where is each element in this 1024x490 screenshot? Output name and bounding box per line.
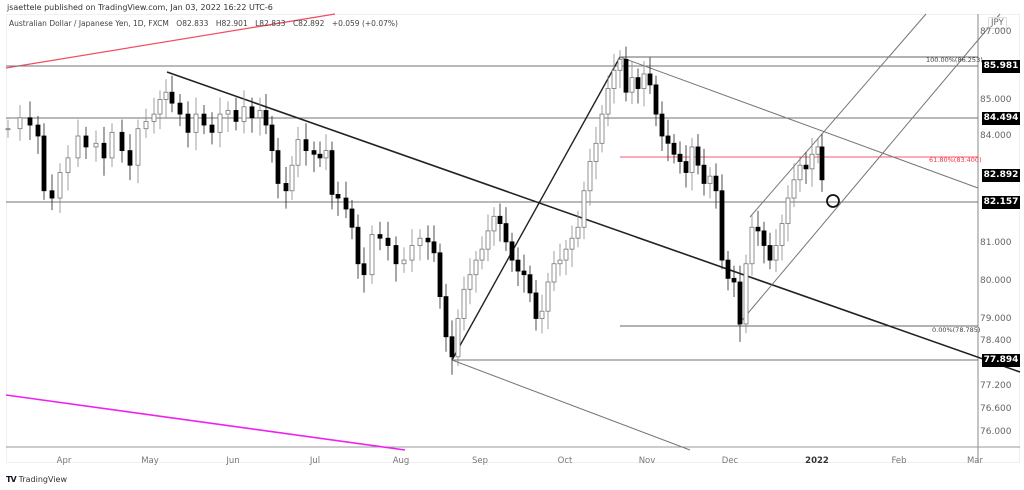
symbol-legend: Australian Dollar / Japanese Yen, 1D, FX…: [9, 19, 403, 28]
symbol-title: Australian Dollar / Japanese Yen, 1D, FX…: [9, 19, 169, 28]
x-tick-dec: Dec: [721, 456, 739, 466]
price-badge-84494: 84.494: [982, 112, 1020, 125]
currency-button[interactable]: JPY: [988, 17, 1007, 29]
x-tick-mar: Mar: [966, 456, 984, 466]
major-downtrend-line: [166, 71, 1021, 373]
x-tick-nov: Nov: [638, 456, 656, 466]
red-trendline: [5, 13, 336, 69]
x-tick-aug: Aug: [392, 456, 410, 466]
y-tick: 79.000: [980, 314, 1012, 324]
price-badge-77894: 77.894: [982, 354, 1020, 367]
fib-label-100: 100.00%(86.253): [926, 56, 983, 64]
ohlc-low: L82.833: [255, 19, 286, 28]
y-tick: 81.000: [980, 238, 1012, 248]
ohlc-open: O82.833: [176, 19, 209, 28]
fib-label-618: 61.80%(83.400): [929, 156, 982, 164]
y-tick: 85.000: [980, 95, 1012, 105]
y-tick: 80.000: [980, 276, 1012, 286]
magenta-trendline: [5, 394, 406, 451]
x-tick-2022: 2022: [805, 456, 829, 466]
y-tick: 76.600: [980, 404, 1012, 414]
lower-fan-line: [451, 359, 691, 451]
x-tick-jul: Jul: [309, 456, 321, 466]
y-tick: 76.000: [980, 427, 1012, 437]
price-badge-82157: 82.157: [982, 196, 1020, 209]
chart-frame: [6, 14, 1020, 463]
x-tick-oct: Oct: [557, 456, 573, 466]
upper-descending-line: [619, 56, 979, 189]
y-tick: 87.000: [980, 27, 1012, 37]
y-tick: 84.000: [980, 131, 1012, 141]
ohlc-change: +0.059 (+0.07%): [331, 19, 398, 28]
fib-label-0: 0.00%(78.785): [932, 326, 981, 334]
price-badge-85981: 85.981: [982, 60, 1020, 73]
x-tick-jun: Jun: [226, 456, 240, 466]
ohlc-high: H82.901: [215, 19, 248, 28]
tradingview-footer[interactable]: TV TradingView: [6, 475, 67, 484]
tradingview-brand: TradingView: [18, 475, 67, 484]
channel-upper-line: [749, 13, 927, 218]
impulse-trendline: [451, 56, 621, 361]
horizontal-levels: [6, 65, 978, 361]
y-tick: 77.200: [980, 381, 1012, 391]
publisher-credit: jsaettele published on TradingView.com, …: [7, 3, 273, 12]
target-circle-marker: [826, 194, 840, 208]
channel-lower-line: [737, 13, 1001, 326]
tradingview-logo-icon: TV: [6, 475, 17, 484]
price-badge-last-close: 82.892: [982, 169, 1020, 182]
candlestick-series: [5, 46, 825, 375]
x-tick-may: May: [141, 456, 159, 466]
x-tick-sep: Sep: [471, 456, 489, 466]
x-tick-feb: Feb: [891, 456, 907, 466]
y-tick: 78.400: [980, 336, 1012, 346]
ohlc-close: C82.892: [292, 19, 325, 28]
x-tick-apr: Apr: [56, 456, 72, 466]
